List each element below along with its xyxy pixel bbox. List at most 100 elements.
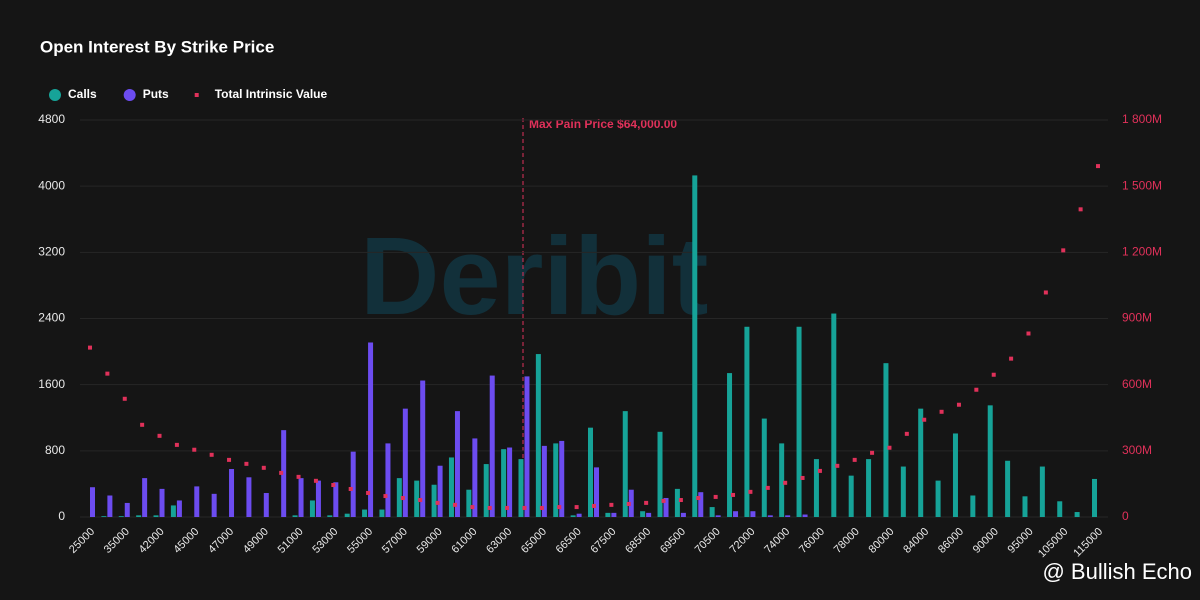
legend-label: Total Intrinsic Value — [215, 87, 328, 101]
tiv-point — [539, 505, 544, 510]
bar — [802, 514, 808, 517]
annotation: Max Pain Price $64,000.00 — [529, 117, 677, 131]
bar — [744, 326, 750, 517]
tiv-point — [765, 485, 770, 490]
y2-tick-label: 600M — [1122, 377, 1152, 391]
tiv-point — [331, 483, 336, 488]
bar — [420, 380, 426, 517]
tiv-point — [922, 417, 927, 422]
tiv-point — [1078, 207, 1083, 212]
bar — [507, 447, 513, 517]
bar — [709, 507, 715, 517]
tiv-point — [870, 450, 875, 455]
y-tick-label: 2400 — [38, 311, 65, 325]
bar — [1074, 512, 1080, 517]
bar — [194, 486, 200, 517]
bar — [594, 467, 599, 517]
bar — [674, 488, 680, 517]
bar — [136, 515, 142, 517]
bar — [657, 431, 663, 517]
tiv-point — [939, 409, 944, 414]
tiv-point — [435, 500, 440, 505]
y-tick-label: 800 — [45, 443, 65, 457]
bar — [524, 376, 530, 517]
tiv-point — [487, 505, 492, 510]
bar — [327, 515, 333, 517]
tiv-point — [887, 445, 892, 450]
tiv-point — [279, 470, 284, 475]
bar — [176, 500, 182, 517]
bar — [246, 477, 252, 517]
bar — [628, 489, 634, 517]
y-tick-label: 1600 — [38, 377, 65, 391]
tiv-point — [122, 396, 127, 401]
tiv-point — [452, 502, 457, 507]
legend-label: Puts — [143, 87, 169, 101]
bar — [263, 493, 269, 517]
tiv-point — [227, 457, 232, 462]
bar — [385, 443, 391, 517]
bar — [1022, 496, 1028, 517]
tiv-point — [592, 503, 596, 508]
bar — [1039, 466, 1045, 517]
y-tick-label: 0 — [58, 509, 65, 523]
bar — [368, 342, 374, 517]
tiv-point — [1026, 331, 1031, 336]
tiv-point — [1096, 164, 1100, 169]
bar — [559, 440, 565, 517]
tiv-point — [383, 494, 388, 499]
bar — [570, 515, 576, 517]
legend-swatch — [194, 93, 199, 97]
tiv-point — [974, 387, 979, 392]
bar — [472, 438, 478, 517]
y2-tick-label: 900M — [1122, 311, 1152, 325]
bar — [414, 480, 420, 517]
legend-swatch — [49, 89, 61, 101]
bar — [350, 451, 356, 517]
tiv-point — [505, 505, 510, 510]
bar — [333, 482, 339, 517]
bar — [952, 433, 958, 517]
tiv-point — [1009, 356, 1014, 361]
bar — [1092, 478, 1097, 517]
tiv-point — [835, 463, 840, 468]
y2-tick-label: 300M — [1122, 443, 1152, 457]
tiv-point — [956, 402, 961, 407]
y2-tick-label: 1 800M — [1122, 112, 1162, 126]
tiv-point — [261, 465, 266, 470]
bar — [970, 495, 976, 517]
tiv-point — [1061, 248, 1066, 253]
bar — [483, 464, 489, 517]
bar — [663, 497, 669, 517]
bar — [437, 465, 443, 517]
bar — [535, 354, 541, 517]
bar — [142, 478, 148, 517]
bar — [692, 175, 698, 517]
tiv-point — [661, 498, 666, 503]
bar — [379, 509, 385, 517]
tiv-point — [348, 486, 353, 491]
bar — [605, 512, 611, 517]
bar — [831, 313, 837, 517]
bar — [646, 512, 652, 517]
bar — [501, 449, 507, 517]
bar — [362, 509, 368, 517]
bar — [918, 408, 924, 517]
bar — [107, 495, 113, 517]
tiv-point — [366, 490, 371, 495]
bar — [298, 478, 304, 517]
bar — [935, 480, 941, 517]
bar — [448, 457, 454, 517]
bar — [779, 443, 785, 517]
bar — [118, 516, 124, 517]
bar — [588, 427, 593, 517]
bar — [727, 373, 733, 517]
bar — [813, 459, 819, 517]
tiv-point — [470, 505, 475, 510]
bar — [466, 489, 472, 517]
bar — [153, 515, 159, 517]
bar — [767, 515, 773, 517]
y-tick-label: 4000 — [38, 178, 65, 192]
tiv-point — [88, 345, 92, 350]
